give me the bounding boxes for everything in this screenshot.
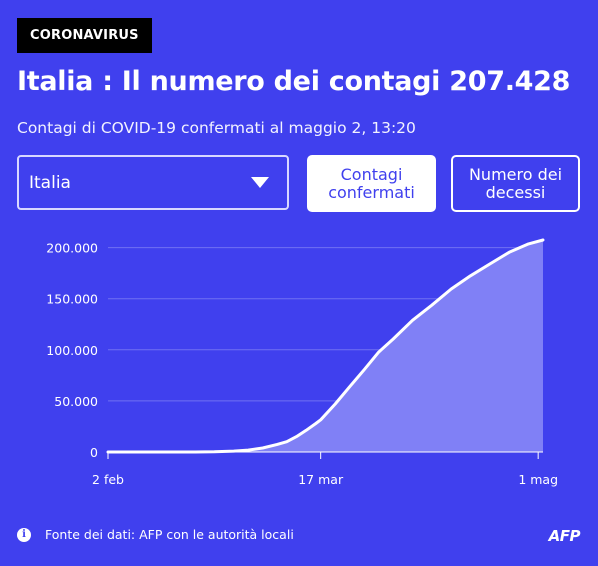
y-tick-label: 0 (90, 445, 98, 460)
y-tick-label: 50.000 (54, 394, 98, 409)
source-note: Fonte dei dati: AFP con le autorità loca… (45, 527, 294, 542)
category-tag: CORONAVIRUS (17, 18, 152, 53)
page-title: Italia : Il numero dei contagi 207.428 (17, 66, 571, 97)
info-icon[interactable]: i (17, 527, 31, 542)
page-subtitle: Contagi di COVID-19 confermati al maggio… (17, 119, 416, 137)
cases-chart: 0 50.000 100.000 150.000 200.000 2 feb 17 mar 1… (46, 238, 558, 487)
country-select[interactable]: Italia (17, 155, 289, 210)
afp-logo: AFP (548, 527, 581, 545)
confirmed-cases-label: Contagi confermati (328, 164, 415, 202)
deaths-label: Numero dei decessi (468, 164, 563, 202)
deaths-button[interactable]: Numero dei decessi (451, 155, 580, 212)
y-tick-label: 100.000 (46, 343, 98, 358)
area-fill (108, 240, 543, 452)
y-tick-label: 150.000 (46, 292, 98, 307)
x-tick-label: 1 mag (518, 472, 558, 487)
x-tick-label: 2 feb (92, 472, 124, 487)
chevron-down-icon (251, 177, 269, 188)
country-select-value: Italia (29, 172, 71, 193)
footer: i Fonte dei dati: AFP con le autorità lo… (17, 527, 294, 542)
x-tick-label: 17 mar (298, 472, 344, 487)
confirmed-cases-button[interactable]: Contagi confermati (307, 155, 436, 212)
y-tick-label: 200.000 (46, 241, 98, 256)
series-line (106, 238, 545, 454)
